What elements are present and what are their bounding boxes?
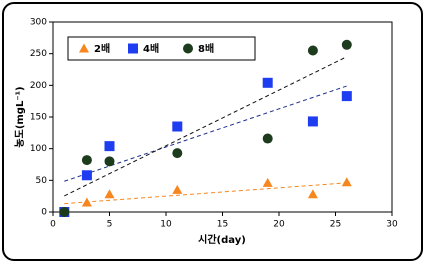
x-tick-label: 5 <box>107 220 113 230</box>
x-axis-label: 시간(day) <box>198 233 246 246</box>
marker <box>104 189 115 199</box>
marker <box>307 116 318 127</box>
marker <box>172 148 183 159</box>
y-tick-label: 0 <box>41 208 47 218</box>
trend-line <box>64 56 348 197</box>
legend-label: 2배 <box>94 42 110 55</box>
marker <box>341 91 352 102</box>
y-tick-label: 250 <box>30 49 47 59</box>
x-tick-label: 10 <box>160 220 172 230</box>
y-tick-label: 200 <box>30 81 47 91</box>
marker <box>262 177 273 187</box>
marker <box>81 170 92 181</box>
trend-line <box>64 182 347 205</box>
legend-label: 8배 <box>198 42 214 55</box>
legend-label: 4배 <box>143 42 159 55</box>
marker <box>341 39 352 50</box>
marker <box>262 77 273 88</box>
y-axis-label: 농도(mgL⁻¹) <box>14 86 26 147</box>
legend-marker <box>79 43 89 53</box>
marker <box>262 133 273 144</box>
legend-marker <box>128 43 138 54</box>
marker <box>307 189 318 199</box>
y-tick-label: 100 <box>30 144 47 154</box>
marker <box>341 177 352 187</box>
marker <box>104 141 115 152</box>
legend-box <box>67 36 256 61</box>
marker <box>172 184 183 194</box>
legend-marker <box>183 43 193 54</box>
marker <box>307 45 318 56</box>
marker <box>81 197 92 207</box>
marker <box>104 156 115 167</box>
marker <box>59 207 70 217</box>
marker <box>81 155 92 166</box>
y-tick-label: 300 <box>30 18 47 28</box>
y-tick-label: 50 <box>36 176 48 186</box>
marker <box>172 121 183 132</box>
x-tick-label: 25 <box>330 220 341 230</box>
x-tick-label: 0 <box>50 220 56 230</box>
y-tick-label: 150 <box>30 113 47 123</box>
x-tick-label: 20 <box>273 220 285 230</box>
x-tick-label: 15 <box>217 220 228 230</box>
x-tick-label: 30 <box>386 220 398 230</box>
